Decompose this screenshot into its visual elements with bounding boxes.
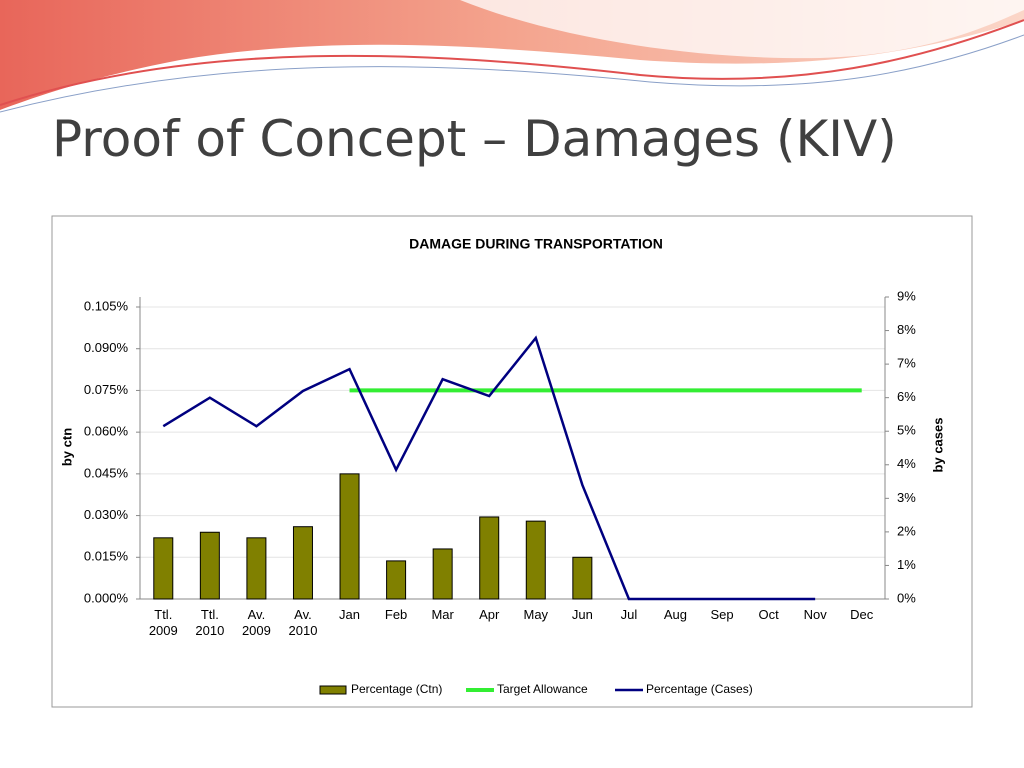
y2-axis-title: by cases bbox=[930, 418, 945, 473]
y2-tick-label: 3% bbox=[897, 490, 916, 505]
legend-label: Target Allowance bbox=[497, 682, 588, 696]
x-tick-label: Apr bbox=[479, 607, 500, 622]
chart-frame bbox=[51, 215, 973, 708]
x-tick-label: Mar bbox=[431, 607, 454, 622]
y2-tick-label: 1% bbox=[897, 557, 916, 572]
bar bbox=[525, 520, 546, 600]
y-tick-label: 0.060% bbox=[84, 424, 129, 439]
x-tick-label: May bbox=[523, 607, 549, 622]
decor-line bbox=[0, 34, 1024, 113]
bar bbox=[432, 548, 453, 600]
decor-line bbox=[0, 19, 1024, 106]
y2-tick-label: 6% bbox=[897, 389, 916, 404]
y-tick-label: 0.000% bbox=[84, 590, 129, 605]
x-tick-label: Ttl. 2009 bbox=[148, 607, 178, 638]
x-tick-label: Jan bbox=[339, 607, 361, 622]
y-tick-label: 0.015% bbox=[84, 549, 129, 564]
x-tick-label: Aug bbox=[663, 607, 688, 622]
x-tick-label: Oct bbox=[758, 607, 779, 622]
bar bbox=[199, 531, 220, 600]
y2-tick-label: 2% bbox=[897, 523, 916, 538]
x-tick-label: Nov bbox=[803, 607, 827, 622]
y-tick-label: 0.045% bbox=[84, 465, 129, 480]
bar bbox=[339, 473, 360, 600]
y-tick-label: 0.030% bbox=[84, 507, 129, 522]
y2-tick-label: 0% bbox=[897, 590, 916, 605]
legend-swatch bbox=[319, 685, 347, 695]
y2-tick-label: 4% bbox=[897, 456, 916, 471]
chart-title: DAMAGE DURING TRANSPORTATION bbox=[409, 236, 663, 252]
x-tick-label: Jul bbox=[620, 607, 638, 622]
x-tick-label: Jun bbox=[571, 607, 593, 622]
y-tick-label: 0.090% bbox=[84, 340, 129, 355]
x-tick-label: Av. 2009 bbox=[241, 607, 271, 638]
x-tick-label: Ttl. 2010 bbox=[195, 607, 225, 638]
y2-tick-label: 9% bbox=[897, 288, 916, 303]
legend-label: Percentage (Ctn) bbox=[351, 682, 442, 696]
x-tick-label: Dec bbox=[850, 607, 874, 622]
bar bbox=[246, 537, 267, 600]
bar bbox=[292, 526, 313, 600]
y-tick-label: 0.105% bbox=[84, 298, 129, 313]
y2-tick-label: 8% bbox=[897, 322, 916, 337]
x-tick-label: Sep bbox=[710, 607, 734, 622]
bar bbox=[479, 516, 500, 600]
x-tick-label: Av. 2010 bbox=[288, 607, 318, 638]
slide-title: Proof of Concept – Damages (KIV) bbox=[52, 110, 897, 168]
legend-label: Percentage (Cases) bbox=[646, 682, 753, 696]
decor-wave bbox=[460, 0, 1024, 59]
x-tick-label: Feb bbox=[384, 607, 408, 622]
line bbox=[162, 335, 816, 601]
y-axis-title: by ctn bbox=[59, 428, 74, 466]
bar bbox=[153, 537, 174, 600]
y2-tick-label: 5% bbox=[897, 423, 916, 438]
y-tick-label: 0.075% bbox=[84, 382, 129, 397]
bar bbox=[572, 556, 593, 600]
bar bbox=[386, 560, 407, 600]
y2-tick-label: 7% bbox=[897, 356, 916, 371]
